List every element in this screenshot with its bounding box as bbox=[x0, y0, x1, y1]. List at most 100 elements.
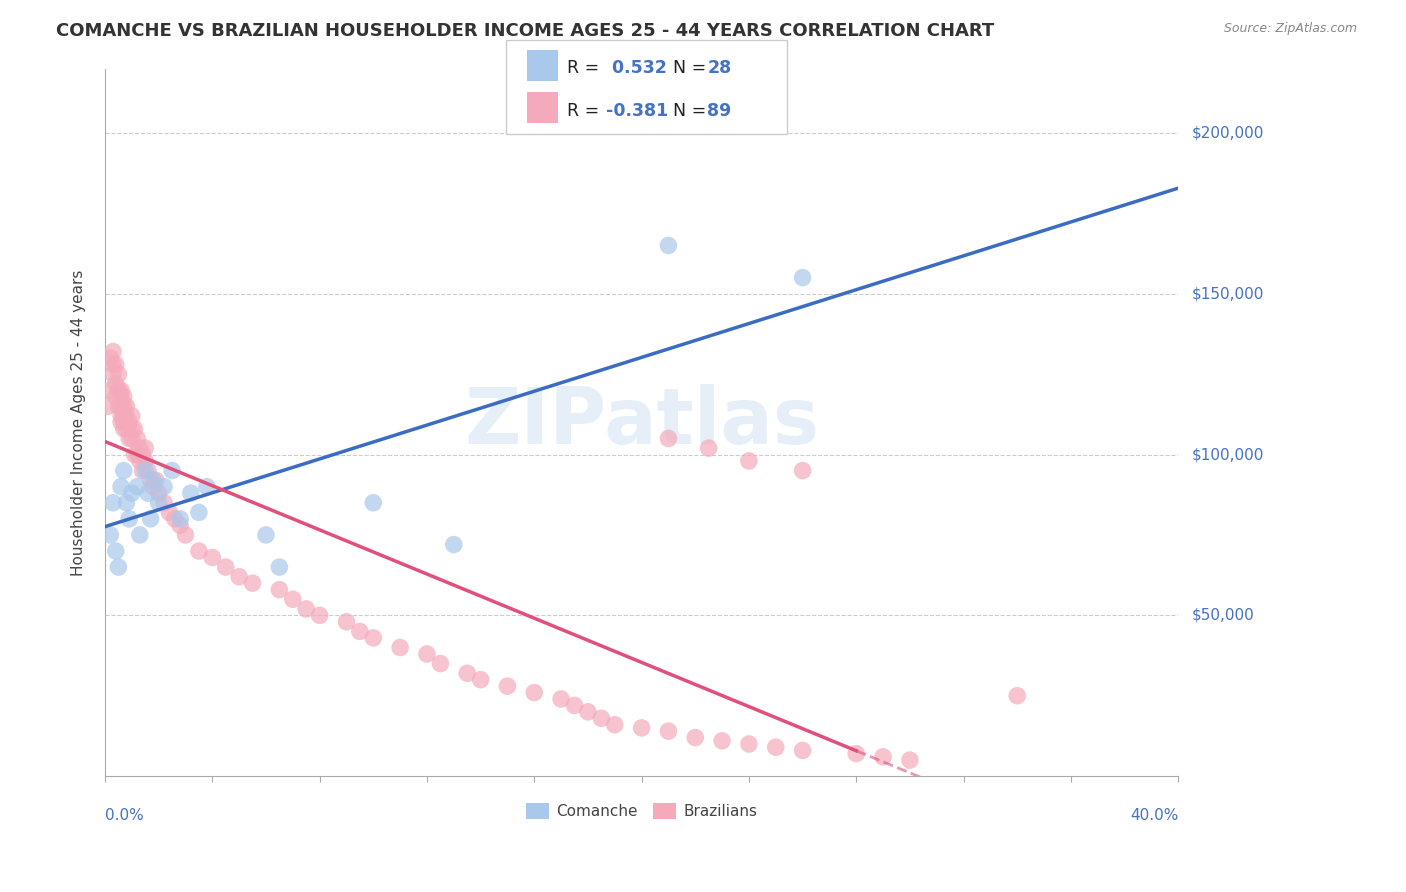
Point bbox=[187, 505, 209, 519]
Point bbox=[456, 666, 478, 681]
Point bbox=[711, 733, 734, 747]
Point bbox=[576, 705, 599, 719]
Point bbox=[163, 512, 186, 526]
Point bbox=[112, 422, 135, 436]
Point bbox=[269, 582, 291, 597]
Point bbox=[160, 464, 183, 478]
Point bbox=[148, 486, 170, 500]
Point bbox=[898, 753, 921, 767]
Point bbox=[104, 376, 127, 391]
Point bbox=[110, 399, 132, 413]
Point bbox=[603, 717, 626, 731]
Point bbox=[470, 673, 492, 687]
Point bbox=[148, 496, 170, 510]
Point bbox=[121, 409, 143, 423]
Point bbox=[115, 399, 138, 413]
Text: ZIPatlas: ZIPatlas bbox=[464, 384, 820, 460]
Point bbox=[361, 631, 384, 645]
Point bbox=[115, 409, 138, 423]
Point bbox=[121, 422, 143, 436]
Point bbox=[97, 399, 120, 413]
Text: COMANCHE VS BRAZILIAN HOUSEHOLDER INCOME AGES 25 - 44 YEARS CORRELATION CHART: COMANCHE VS BRAZILIAN HOUSEHOLDER INCOME… bbox=[56, 22, 994, 40]
Text: 40.0%: 40.0% bbox=[1130, 808, 1178, 823]
Point bbox=[128, 441, 150, 455]
Point bbox=[98, 383, 121, 397]
Point bbox=[134, 454, 156, 468]
Point bbox=[765, 740, 787, 755]
Point bbox=[107, 383, 129, 397]
Point bbox=[127, 448, 149, 462]
Point bbox=[101, 496, 124, 510]
Point bbox=[139, 473, 162, 487]
Point bbox=[136, 464, 159, 478]
Point bbox=[118, 512, 141, 526]
Point bbox=[169, 512, 191, 526]
Point bbox=[228, 570, 250, 584]
Point bbox=[107, 560, 129, 574]
Point bbox=[195, 480, 218, 494]
Point bbox=[101, 358, 124, 372]
Point bbox=[115, 422, 138, 436]
Point bbox=[110, 480, 132, 494]
Point bbox=[112, 409, 135, 423]
Point bbox=[550, 692, 572, 706]
Point bbox=[180, 486, 202, 500]
Point bbox=[792, 743, 814, 757]
Point bbox=[145, 473, 167, 487]
Point bbox=[131, 448, 153, 462]
Point bbox=[657, 432, 679, 446]
Point bbox=[127, 432, 149, 446]
Point bbox=[104, 390, 127, 404]
Text: 0.532: 0.532 bbox=[606, 60, 666, 78]
Point bbox=[124, 422, 146, 436]
Point bbox=[142, 473, 165, 487]
Point bbox=[112, 399, 135, 413]
Point bbox=[110, 390, 132, 404]
Text: $50,000: $50,000 bbox=[1192, 607, 1254, 623]
Point bbox=[139, 512, 162, 526]
Point bbox=[697, 441, 720, 455]
Point bbox=[845, 747, 868, 761]
Point bbox=[872, 750, 894, 764]
Point bbox=[128, 528, 150, 542]
Point bbox=[201, 550, 224, 565]
Point bbox=[110, 383, 132, 397]
Point bbox=[98, 351, 121, 365]
Point bbox=[134, 441, 156, 455]
Point bbox=[153, 496, 176, 510]
Point bbox=[112, 390, 135, 404]
Point bbox=[591, 711, 613, 725]
Point bbox=[101, 344, 124, 359]
Point bbox=[308, 608, 330, 623]
Text: $100,000: $100,000 bbox=[1192, 447, 1264, 462]
Point bbox=[215, 560, 238, 574]
Point bbox=[153, 480, 176, 494]
Point bbox=[349, 624, 371, 639]
Point bbox=[112, 415, 135, 429]
Point bbox=[496, 679, 519, 693]
Point bbox=[443, 538, 465, 552]
Point bbox=[124, 448, 146, 462]
Point bbox=[416, 647, 439, 661]
Point bbox=[110, 415, 132, 429]
Point bbox=[254, 528, 277, 542]
Point bbox=[738, 454, 761, 468]
Point bbox=[174, 528, 197, 542]
Point bbox=[128, 454, 150, 468]
Point bbox=[564, 698, 586, 713]
Point bbox=[157, 505, 180, 519]
Point bbox=[118, 415, 141, 429]
Point bbox=[131, 464, 153, 478]
Point bbox=[127, 480, 149, 494]
Point bbox=[107, 367, 129, 381]
Point bbox=[335, 615, 357, 629]
Text: 28: 28 bbox=[707, 60, 731, 78]
Point bbox=[187, 544, 209, 558]
Point bbox=[142, 480, 165, 494]
Point bbox=[738, 737, 761, 751]
Point bbox=[683, 731, 706, 745]
Text: $200,000: $200,000 bbox=[1192, 126, 1264, 140]
Point bbox=[136, 486, 159, 500]
Point bbox=[792, 464, 814, 478]
Point bbox=[118, 432, 141, 446]
